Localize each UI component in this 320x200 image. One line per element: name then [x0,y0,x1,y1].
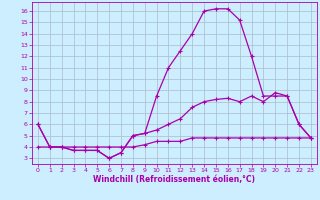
X-axis label: Windchill (Refroidissement éolien,°C): Windchill (Refroidissement éolien,°C) [93,175,255,184]
